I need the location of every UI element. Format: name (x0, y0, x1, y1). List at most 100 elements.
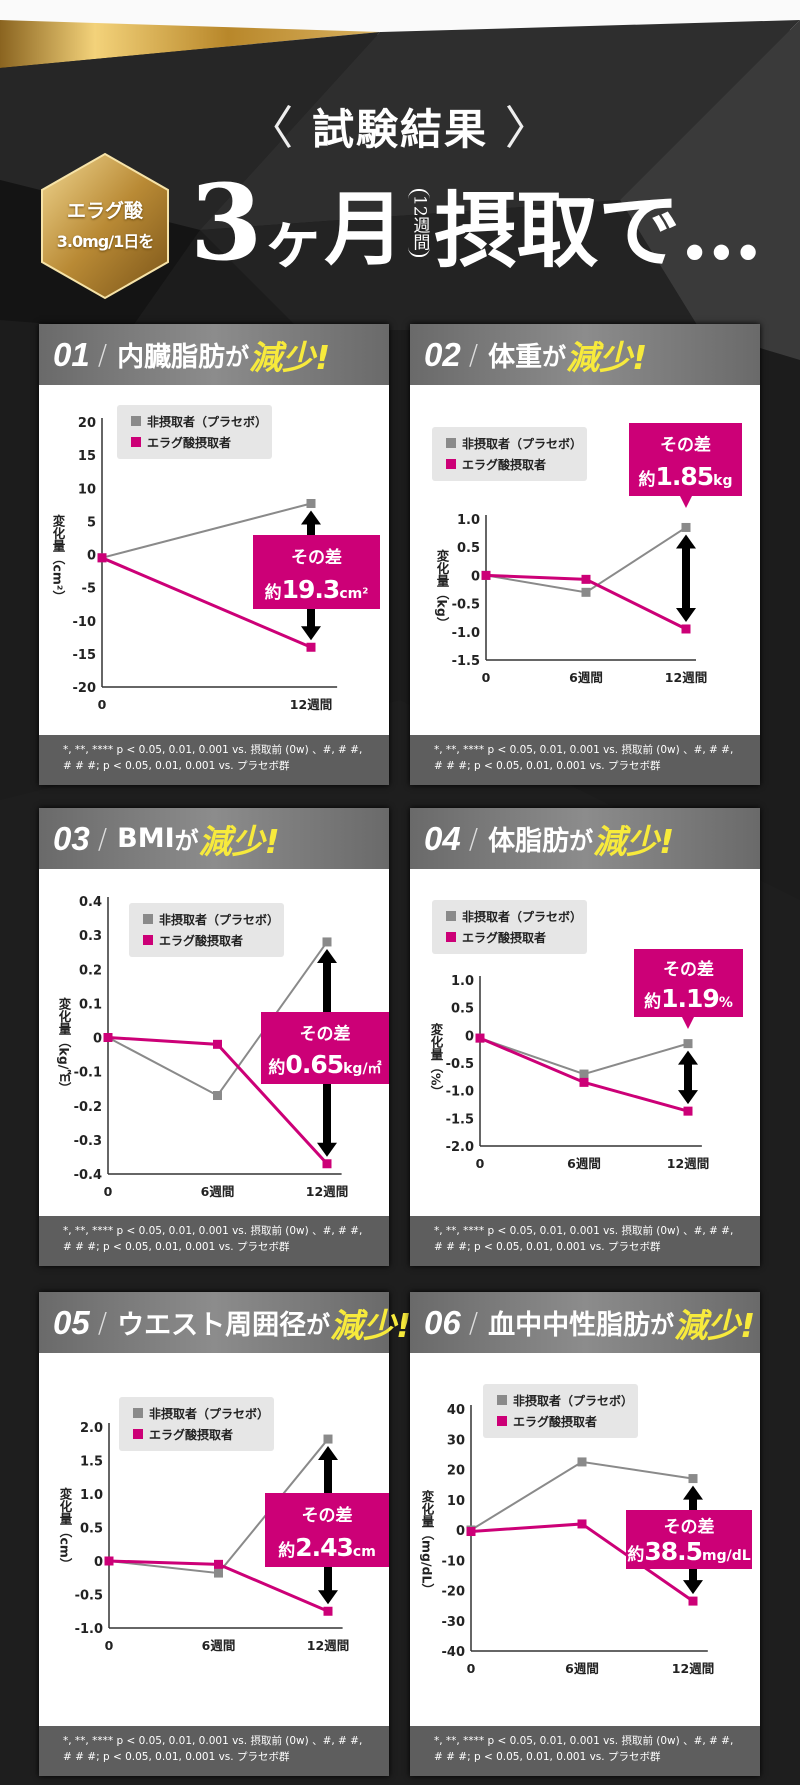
callout-value: 1.85 (655, 462, 713, 491)
section-title: 〈 試験結果 〉 (0, 92, 800, 158)
ellagic-point (466, 1527, 476, 1537)
chart-area: 2.0 1.5 1.0 0.5 0 -0.5 -1.0 0 6週間 12週間 変化量（cm） 非摂取者… (39, 1353, 389, 1726)
legend-label-placebo: 非摂取者（プラセボ） (147, 414, 267, 429)
y-tick-label: 0.5 (457, 541, 480, 556)
ellagic-point (213, 1039, 222, 1049)
callout-pointer (680, 496, 692, 508)
callout-value: 1.19 (661, 984, 719, 1013)
y-tick-label: -1.5 (446, 1112, 474, 1127)
panel-title: 体脂肪 (488, 826, 570, 857)
placebo-point (213, 1091, 222, 1101)
callout-unit: % (719, 995, 733, 1011)
placebo-point (322, 937, 332, 947)
callout-unit: kg (713, 473, 732, 489)
x-tick-label: 0 (104, 1184, 113, 1199)
headline-number: 3 (190, 161, 263, 284)
footnote: *, **, **** p < 0.05, 0.01, 0.001 vs. 摂取… (39, 735, 389, 785)
legend-swatch-placebo (497, 1395, 507, 1405)
badge-line1: エラグ酸 (66, 200, 143, 222)
y-tick-label: 1.0 (80, 1488, 103, 1503)
legend-label-ellagic: エラグ酸摂取者 (513, 1414, 597, 1429)
callout-value-line: 約0.65kg/㎡ (268, 1050, 381, 1079)
legend: 非摂取者（プラセボ） エラグ酸摂取者 (129, 903, 284, 957)
callout-value-line: 約38.5mg/dL (627, 1537, 750, 1566)
headline-rest: 摂取で… (434, 182, 763, 279)
y-tick-label: -15 (73, 648, 97, 663)
y-tick-label: -40 (442, 1645, 466, 1660)
series-line-placebo (479, 1037, 689, 1076)
ellagic-point (103, 1033, 113, 1042)
line-chart: 0.40.30.20.10-0.1-0.2-0.3-0.40 6週間 12週間変化量… (57, 895, 389, 1199)
result-panel-03: 03 / BMI が 減少! 0.4 0.3 0.2 0.1 0 -0.1 -0.2 -0.3… (39, 808, 389, 1266)
panel-header: 04 / 体脂肪 が 減少! (410, 808, 760, 869)
panel-title-particle: が (569, 827, 594, 855)
result-panel-02: 02 / 体重 が 減少! 1.0 0.5 0 -0.5 -1.0 -1.5 0 6週間 12週… (410, 324, 760, 785)
chart-area: 1.0 0.5 0 -0.5 -1.0 -1.5 -2.0 0 6週間 12週間 変化量（%） 非摂取… (410, 869, 760, 1216)
chart-area: 0.4 0.3 0.2 0.1 0 -0.1 -0.2 -0.3 -0.4 0 6週間 12週間 変化量… (39, 869, 389, 1216)
y-tick-label: 1.5 (80, 1455, 103, 1470)
chart-area: 20 15 10 5 0 -5 -10 -15 -20 0 12週間 変化量（cm²） 非摂取者（プラセ… (39, 385, 389, 735)
bracket-right: 〉 (504, 101, 553, 155)
ellagic-point (323, 1606, 333, 1616)
legend: 非摂取者（プラセボ） エラグ酸摂取者 (117, 405, 272, 459)
y-tick-label: 5 (87, 515, 96, 530)
legend-swatch-ellagic (446, 932, 456, 942)
slash-divider: / (97, 338, 108, 371)
line-chart: 1.00.50-0.5-1.0-1.50 6週間 12週間変化量（kg）非摂取者（プ… (432, 423, 742, 685)
callout-prefix: 約 (644, 991, 661, 1012)
footnote: *, **, **** p < 0.05, 0.01, 0.001 vs. 摂取… (39, 1726, 389, 1776)
callout-value: 2.43 (295, 1533, 353, 1562)
badge-line2: 3.0mg/1日を (56, 232, 154, 251)
placebo-point (579, 1069, 589, 1079)
callout-unit: kg/㎡ (343, 1060, 381, 1077)
placebo-point (577, 1457, 587, 1467)
panel-highlight: 減少! (249, 337, 331, 377)
y-tick-label: 10 (78, 482, 96, 497)
x-tick-label: 0 (105, 1638, 114, 1653)
y-tick-label: 15 (78, 449, 96, 464)
x-tick-label: 12週間 (672, 1661, 714, 1676)
footnote: *, **, **** p < 0.05, 0.01, 0.001 vs. 摂取… (410, 1216, 760, 1266)
x-tick-label: 12週間 (667, 1156, 709, 1171)
placebo-point (681, 522, 691, 532)
x-tick-label: 6週間 (202, 1638, 236, 1653)
legend-label-ellagic: エラグ酸摂取者 (147, 435, 231, 450)
y-tick-label: -0.3 (74, 1134, 102, 1149)
panel-highlight: 減少! (566, 337, 648, 377)
legend-swatch-placebo (446, 911, 456, 921)
legend-swatch-placebo (143, 914, 153, 924)
y-tick-label: -20 (73, 681, 97, 696)
footnote: *, **, **** p < 0.05, 0.01, 0.001 vs. 摂取… (410, 1726, 760, 1776)
placebo-point (581, 587, 591, 597)
panel-header: 05 / ウエスト周囲径 が 減少! (39, 1292, 411, 1353)
y-tick-label: -1.0 (446, 1085, 474, 1100)
callout-value-line: 約19.3cm² (265, 575, 369, 604)
y-tick-label: 0 (456, 1524, 465, 1539)
panel-title-particle: が (650, 1311, 675, 1339)
difference-arrow-icon (676, 534, 696, 622)
y-tick-label: 10 (447, 1494, 465, 1509)
callout-prefix: 約 (638, 469, 655, 490)
panel-title-particle: が (225, 343, 250, 371)
callout-label: その差 (291, 547, 342, 568)
legend-label-ellagic: エラグ酸摂取者 (462, 930, 546, 945)
ellagic-point (97, 553, 107, 563)
panel-highlight: 減少! (198, 821, 280, 861)
callout-label: その差 (663, 959, 714, 980)
y-axis-label: 変化量（kg/㎡） (57, 997, 72, 1095)
panel-highlight: 減少! (330, 1305, 412, 1345)
panel-title-particle: が (306, 1311, 331, 1339)
y-tick-label: 0 (94, 1555, 103, 1570)
y-tick-label: 2.0 (80, 1421, 103, 1436)
y-tick-label: -20 (442, 1585, 466, 1600)
panel-number: 06 (424, 1303, 461, 1341)
x-tick-label: 0 (467, 1661, 476, 1676)
panel-number: 02 (424, 335, 461, 373)
y-tick-label: 0.1 (79, 997, 102, 1012)
panel-highlight: 減少! (674, 1305, 756, 1345)
legend-label-placebo: 非摂取者（プラセボ） (513, 1393, 633, 1408)
legend: 非摂取者（プラセボ） エラグ酸摂取者 (432, 427, 587, 481)
slash-divider: / (97, 822, 108, 855)
